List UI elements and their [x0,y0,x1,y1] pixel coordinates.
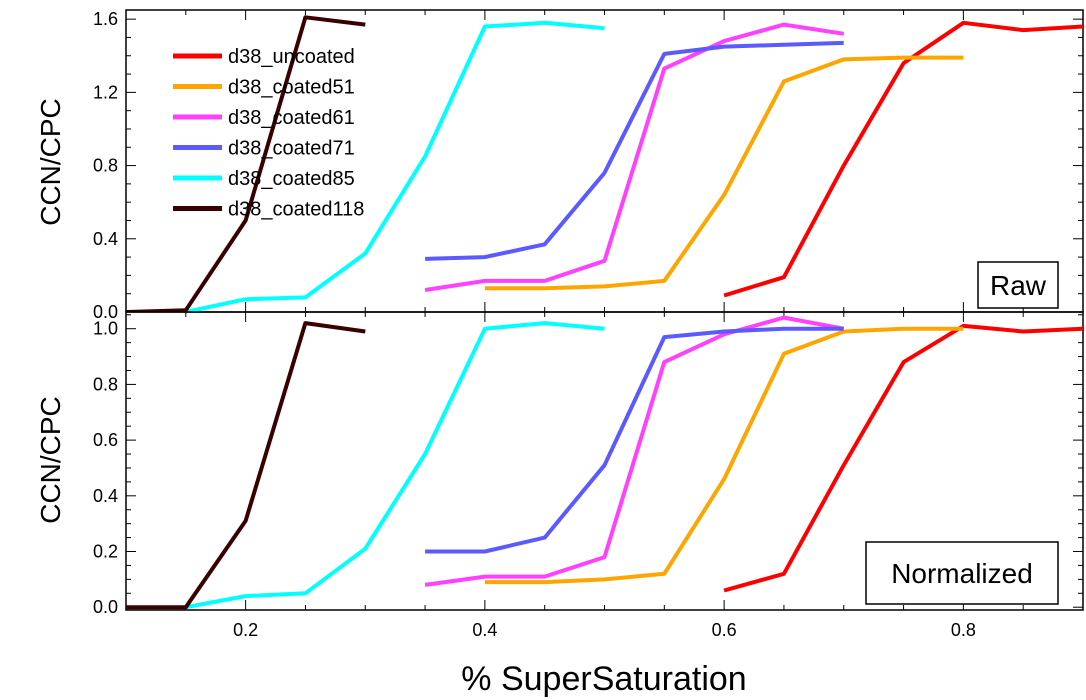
top-y-tick-label: 0.4 [93,229,118,249]
panel-raw: CCN/CPC 0.00.40.81.21.6Rawd38_uncoatedd3… [35,9,1084,322]
top-y-tick-label: 1.2 [93,82,118,102]
bottom-series-d38_coated61 [424,315,845,587]
top-series-d38_coated61 [424,22,845,292]
bottom-y-tick-label: 1.0 [93,319,118,339]
bottom-x-tick-label: 0.2 [233,620,258,640]
bottom-x-tick-label: 0.4 [472,620,497,640]
bottom-x-tick-label: 0.8 [951,620,976,640]
panel-normalized: CCN/CPC 0.2 0.4 0.6 0.8 0.0 0.2 0.4 0.6 0.8 1.0 No… [35,311,1084,640]
bottom-y-tick-label: 0.8 [93,374,118,394]
bottom-series-d38_coated51 [484,326,964,585]
top-series-d38_coated51 [484,55,964,291]
bottom-series-group [126,315,1083,610]
legend-entry: d38_coated61 [228,107,355,129]
bottom-panel-tag: Normalized [891,558,1033,589]
bottom-x-tick-label: 0.6 [712,620,737,640]
bottom-series-d38_coated85 [185,321,605,610]
x-axis-title: % SuperSaturation [461,660,746,698]
bottom-y-tick-label: 0.2 [93,542,118,562]
legend-entry: d38_coated51 [228,77,355,99]
top-series-d38_coated85 [185,20,605,312]
top-y-tick-label: 1.6 [93,9,118,29]
legend-entry: d38_coated85 [228,168,355,190]
bottom-y-axis-title: CCN/CPC [35,396,66,524]
legend-entry: d38_coated71 [228,138,355,160]
top-series-group [126,15,1083,312]
top-series-d38_uncoated [723,20,1083,298]
legend-entry: d38_uncoated [228,46,355,68]
top-series-d38_coated118 [126,15,366,312]
top-panel-tag-box [977,261,1059,309]
top-y-tick-label: 0.8 [93,156,118,176]
legend-entry: d38_coated118 [228,199,364,221]
bottom-y-tick-label: 0.4 [93,486,118,506]
bottom-y-tick-label: 0.0 [93,597,118,617]
bottom-panel-tag-box [865,541,1059,605]
top-y-tick-label: 0.0 [93,302,118,322]
legend: d38_uncoated d38_coated51 d38_coated61 d38_… [173,46,364,221]
top-y-axis-title: CCN/CPC [35,98,66,226]
bottom-series-d38_uncoated [723,323,1083,593]
bottom-series-d38_coated118 [126,321,366,610]
top-panel-tag: Raw [990,270,1047,301]
top-series-d38_coated71 [425,40,844,261]
bottom-y-tick-label: 0.6 [93,430,118,450]
bottom-series-d38_coated71 [425,326,844,554]
